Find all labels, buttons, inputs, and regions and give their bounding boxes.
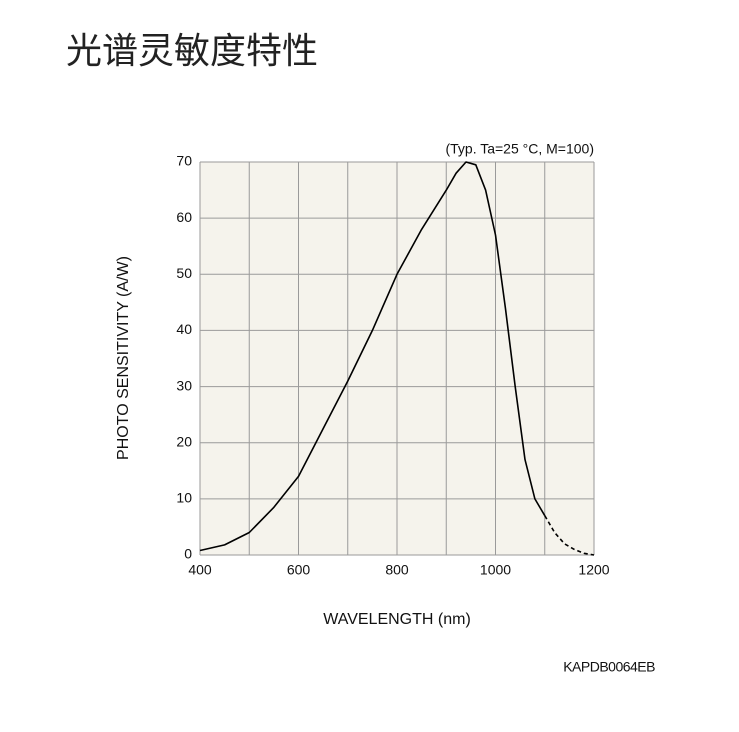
x-tick-label: 1200 [578, 562, 609, 578]
y-tick-label: 50 [176, 265, 192, 281]
sensitivity-curve [544, 515, 595, 556]
y-tick-label: 40 [176, 321, 192, 337]
sensitivity-curve [199, 161, 546, 552]
annotation: (Typ. Ta=25 °C, M=100) [445, 141, 594, 157]
y-tick-label: 10 [176, 490, 192, 506]
y-axis-label: PHOTO SENSITIVITY (A/W) [115, 256, 132, 460]
y-tick-label: 70 [176, 153, 192, 169]
y-tick-label: 60 [176, 209, 192, 225]
x-axis-label: WAVELENGTH (nm) [323, 611, 471, 628]
y-tick-label: 0 [184, 546, 192, 562]
figure-code: KAPDB0064EB [563, 659, 655, 675]
y-tick-label: 20 [176, 433, 192, 449]
x-tick-label: 600 [287, 562, 311, 578]
x-tick-label: 1000 [480, 562, 511, 578]
page-heading: 光谱灵敏度特性 [66, 31, 319, 72]
x-tick-label: 800 [385, 562, 409, 578]
y-tick-label: 30 [176, 377, 192, 393]
x-tick-label: 400 [188, 562, 212, 578]
